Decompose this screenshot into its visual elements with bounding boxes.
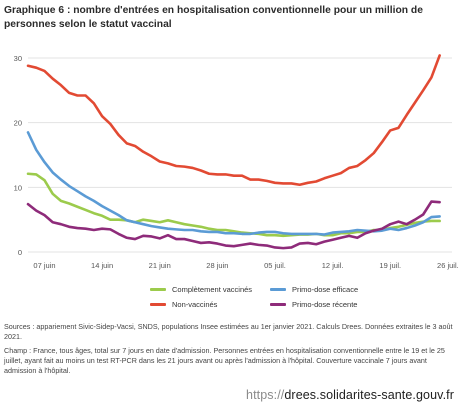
x-tick-label: 28 juin <box>206 261 228 270</box>
legend-label: Primo-dose efficace <box>292 285 359 294</box>
legend-item-complete: Complètement vaccinés <box>150 285 252 294</box>
x-tick-label: 05 juil. <box>264 261 286 270</box>
x-tick-label: 07 juin <box>33 261 55 270</box>
legend-item-non-vaccines: Non-vaccinés <box>150 300 217 309</box>
y-tick-label: 0 <box>18 248 22 257</box>
series-line <box>26 54 441 187</box>
series-line <box>26 172 441 238</box>
y-tick-label: 10 <box>14 183 22 192</box>
chart-series <box>26 54 441 250</box>
website-url[interactable]: https://drees.solidarites-sante.gouv.fr <box>246 388 454 402</box>
legend-swatch <box>270 288 286 291</box>
sources-note: Sources : appariement Sivic-Sidep-Vacsi,… <box>4 322 453 341</box>
legend-item-primo-efficace: Primo-dose efficace <box>270 285 358 294</box>
legend-item-primo-recente: Primo-dose récente <box>270 300 357 309</box>
legend-label: Complètement vaccinés <box>172 285 253 294</box>
x-axis-ticks: 07 juin 14 juin 21 juin 28 juin 05 juil. 12 j… <box>33 261 458 270</box>
series-line <box>26 200 441 250</box>
x-tick-label: 12 juil. <box>322 261 344 270</box>
chart-title: Graphique 6 : nombre d'entrées en hospit… <box>4 5 423 30</box>
x-tick-label: 26 juil. <box>437 261 459 270</box>
scope-note: Champ : France, tous âges, total sur 7 j… <box>4 346 445 375</box>
y-tick-label: 30 <box>14 54 22 63</box>
legend-label: Primo-dose récente <box>292 300 358 309</box>
line-chart: 0 10 20 30 07 juin 14 juin 21 juin 28 juin 05 j… <box>14 54 459 270</box>
y-axis-ticks: 0 10 20 30 <box>14 54 22 257</box>
legend-swatch <box>270 303 286 306</box>
website-prefix: https:// <box>246 388 285 402</box>
y-tick-label: 20 <box>14 119 22 128</box>
x-tick-label: 14 juin <box>91 261 113 270</box>
x-tick-label: 21 juin <box>149 261 171 270</box>
legend-swatch <box>150 288 166 291</box>
x-tick-label: 19 juil. <box>379 261 401 270</box>
chart-grid <box>28 57 452 253</box>
legend-label: Non-vaccinés <box>172 300 218 309</box>
legend-swatch <box>150 303 166 306</box>
website-domain: drees.solidarites-sante.gouv.fr <box>284 388 454 402</box>
